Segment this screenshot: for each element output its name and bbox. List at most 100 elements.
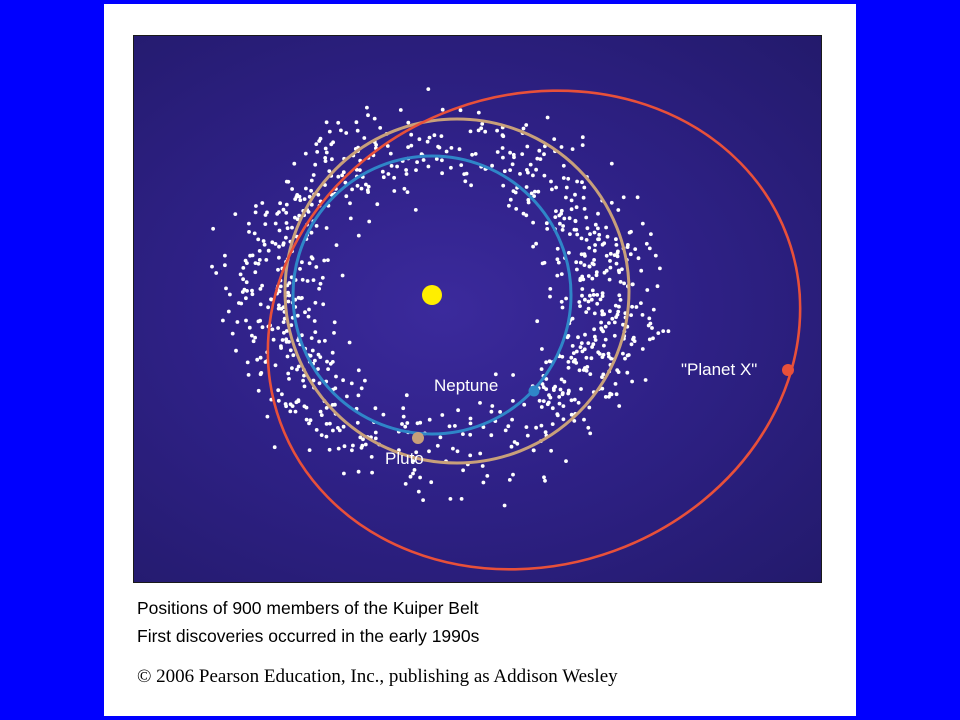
kuiper-belt-object xyxy=(310,348,315,353)
kuiper-belt-object xyxy=(571,351,576,355)
kuiper-belt-object xyxy=(320,275,325,280)
kuiper-belt-object xyxy=(322,258,327,263)
kuiper-belt-object xyxy=(374,143,378,147)
kuiper-belt-object xyxy=(307,194,312,199)
kuiper-belt-object xyxy=(342,471,346,476)
kuiper-belt-object xyxy=(366,113,370,118)
kuiper-belt-object xyxy=(309,336,314,340)
kuiper-belt-object xyxy=(257,249,262,253)
kuiper-belt-object xyxy=(405,190,410,195)
kuiper-belt-object xyxy=(295,217,300,222)
kuiper-belt-object xyxy=(378,126,383,130)
kuiper-belt-object xyxy=(468,432,473,437)
kuiper-belt-object xyxy=(550,406,555,411)
kuiper-belt-object xyxy=(341,170,346,175)
kuiper-belt-object xyxy=(362,136,367,140)
kuiper-belt-object xyxy=(574,227,579,232)
kuiper-belt-object xyxy=(478,401,482,405)
kuiper-belt-object xyxy=(317,286,321,291)
kuiper-belt-object xyxy=(369,455,374,459)
kuiper-belt-object xyxy=(542,152,546,157)
kuiper-belt-object xyxy=(503,428,508,433)
kuiper-belt-object xyxy=(607,321,611,325)
kuiper-belt-object xyxy=(559,272,564,276)
kuiper-belt-object xyxy=(535,156,540,161)
kuiper-belt-object xyxy=(318,409,323,414)
kuiper-belt-object xyxy=(434,157,439,161)
kuiper-belt-object xyxy=(615,254,620,259)
kuiper-belt-object xyxy=(557,395,562,399)
kuiper-belt-object xyxy=(366,190,370,195)
kuiper-belt-object xyxy=(413,208,418,212)
kuiper-belt-object xyxy=(255,357,260,362)
kuiper-belt-object xyxy=(493,372,498,377)
kuiper-belt-object xyxy=(392,175,396,180)
kuiper-belt-object xyxy=(566,334,571,338)
kuiper-belt-object xyxy=(295,367,299,372)
kuiper-belt-object xyxy=(417,137,422,142)
kuiper-belt-object xyxy=(364,182,368,187)
kuiper-belt-object xyxy=(253,335,257,340)
kuiper-belt-object xyxy=(549,448,553,453)
kuiper-belt-object xyxy=(334,243,339,248)
kuiper-belt-object xyxy=(534,167,538,172)
kuiper-belt-object xyxy=(336,446,341,451)
kuiper-belt-object xyxy=(373,436,378,441)
kuiper-belt-object xyxy=(372,116,377,121)
kuiper-belt-object xyxy=(599,327,604,332)
kuiper-belt-object xyxy=(366,184,371,189)
kuiper-belt-object xyxy=(613,303,618,308)
kuiper-belt-object xyxy=(303,310,307,315)
kuiper-belt-object xyxy=(640,221,645,226)
kuiper-belt-object xyxy=(572,419,577,423)
kuiper-belt-object xyxy=(574,205,579,210)
kuiper-belt-object xyxy=(462,172,467,177)
kuiper-belt-object xyxy=(567,216,572,221)
kuiper-belt-object xyxy=(345,394,349,399)
kuiper-belt-object xyxy=(248,253,252,258)
kuiper-belt-object xyxy=(381,412,386,417)
kuiper-belt-object xyxy=(522,402,527,407)
kuiper-belt-object xyxy=(545,227,550,231)
kuiper-belt-object xyxy=(385,144,390,148)
kuiper-belt-object xyxy=(593,222,598,227)
kuiper-belt-object xyxy=(604,225,608,230)
kuiper-belt-object xyxy=(401,406,406,411)
kuiper-belt-object xyxy=(421,498,425,502)
kuiper-belt-object xyxy=(314,224,319,228)
kuiper-belt-object xyxy=(359,386,364,391)
kuiper-belt-object xyxy=(506,424,511,429)
kuiper-belt-object xyxy=(550,422,555,426)
kuiper-belt-object xyxy=(321,302,326,307)
kuiper-belt-object xyxy=(298,198,303,203)
kuiper-belt-object xyxy=(340,173,344,178)
kuiper-belt-object xyxy=(291,353,296,358)
kuiper-belt-object xyxy=(621,351,625,356)
kuiper-belt-object xyxy=(531,220,535,225)
kuiper-belt-object xyxy=(608,391,612,396)
kuiper-belt-object xyxy=(329,142,334,147)
kuiper-belt-object xyxy=(541,399,546,403)
kuiper-belt-object xyxy=(226,309,231,314)
kuiper-belt-object xyxy=(289,323,294,328)
kuiper-belt-object xyxy=(272,445,277,450)
kuiper-belt-object xyxy=(302,373,306,378)
kuiper-belt-object xyxy=(601,352,606,357)
kuiper-belt-object xyxy=(612,253,617,257)
kuiper-belt-object xyxy=(278,284,283,289)
kuiper-belt-object xyxy=(591,293,596,297)
kuiper-belt-object xyxy=(600,294,605,298)
kuiper-belt-object xyxy=(640,313,645,317)
kuiper-belt-object xyxy=(508,197,513,202)
kuiper-belt-object xyxy=(314,142,319,146)
kuiper-belt-object xyxy=(341,424,346,429)
kuiper-belt-object xyxy=(359,186,364,191)
kuiper-belt-object xyxy=(544,377,549,381)
kuiper-belt-object xyxy=(276,306,281,311)
kuiper-belt-object xyxy=(514,207,519,211)
kuiper-belt-object xyxy=(373,430,378,435)
kuiper-belt-object xyxy=(480,464,485,468)
caption-line-2: First discoveries occurred in the early … xyxy=(137,626,480,646)
kuiper-belt-object xyxy=(542,260,547,265)
kuiper-belt-object xyxy=(260,325,265,330)
